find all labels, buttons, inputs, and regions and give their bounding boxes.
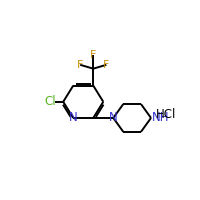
Text: NH: NH	[152, 111, 169, 124]
Text: N: N	[69, 111, 78, 124]
Text: N: N	[109, 111, 118, 124]
Text: F: F	[90, 50, 96, 60]
Text: F: F	[103, 60, 110, 70]
Text: HCl: HCl	[156, 108, 177, 121]
Text: F: F	[77, 60, 83, 70]
Text: Cl: Cl	[44, 95, 56, 108]
